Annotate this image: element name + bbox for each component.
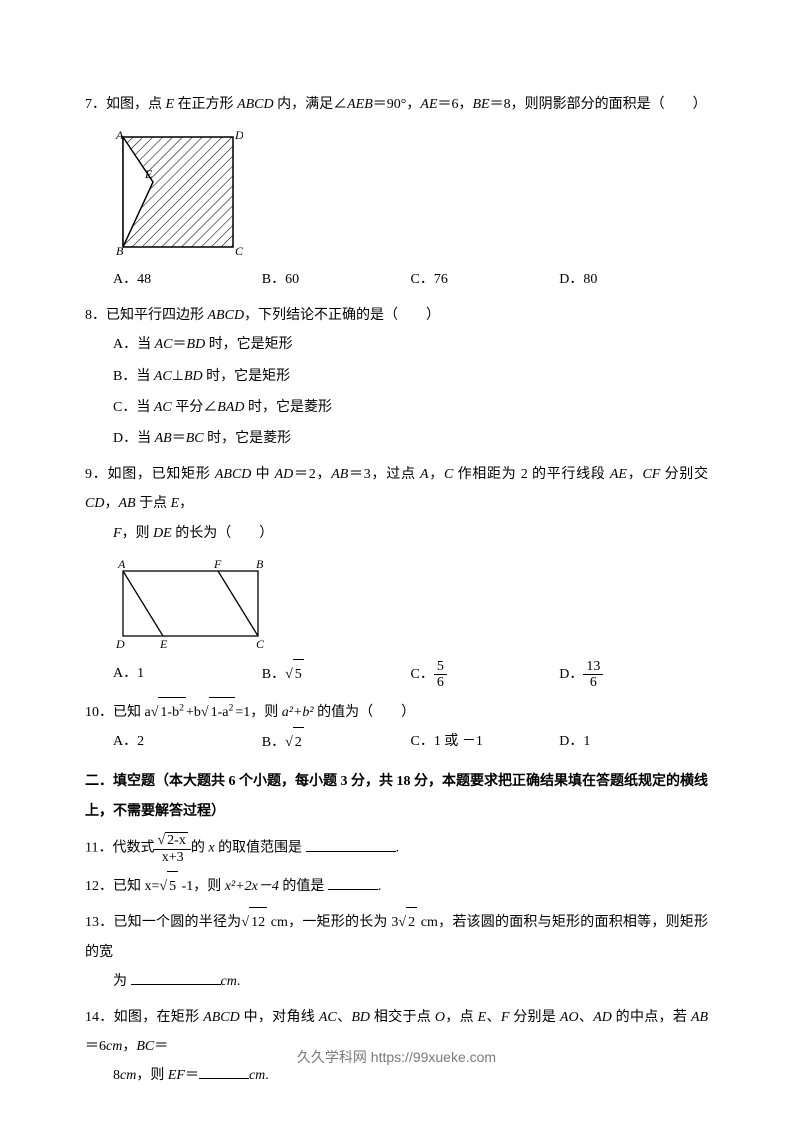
q13-blank — [131, 970, 221, 985]
q9-optC: C．56 — [411, 659, 560, 691]
q10-optD: D．1 — [559, 727, 708, 757]
q10-text: 10．已知 a√1-b2+b√1-a2=1，则 a²+b² 的值为（ ） — [85, 697, 708, 727]
q7-optD: D．80 — [559, 265, 708, 294]
q10-optB: B．√2 — [262, 727, 411, 757]
question-12: 12．已知 x=√5 -1，则 x²+2x－4 的值是 . — [85, 871, 708, 901]
q8-text: 8．已知平行四边形 ABCD，下列结论不正确的是（ ） — [85, 301, 708, 330]
q7-options: A．48 B．60 C．76 D．80 — [85, 265, 708, 294]
question-11: 11．代数式√2-xx+3的 x 的取值范围是 . — [85, 832, 708, 865]
section-2-title: 二．填空题（本大题共 6 个小题，每小题 3 分，共 18 分，本题要求把正确结… — [85, 767, 708, 826]
q10-optA: A．2 — [113, 727, 262, 757]
question-7: 7．如图，点 E 在正方形 ABCD 内，满足∠AEB＝90°，AE＝6，BE＝… — [85, 90, 708, 295]
q9-figure: A F B D E C — [113, 556, 708, 651]
svg-text:E: E — [144, 167, 153, 181]
q9-optB: B．√5 — [262, 659, 411, 691]
q7-optC: C．76 — [411, 265, 560, 294]
question-9: 9．如图，已知矩形 ABCD 中 AD＝2，AB＝3，过点 A，C 作相距为 2… — [85, 460, 708, 691]
svg-text:D: D — [115, 637, 125, 651]
q8-optD: D．当 AB＝BC 时，它是菱形 — [85, 424, 708, 453]
svg-text:C: C — [256, 637, 265, 651]
q12-blank — [328, 875, 378, 890]
svg-text:F: F — [213, 557, 222, 571]
svg-text:B: B — [256, 557, 264, 571]
q10-optC: C．1 或 －1 — [411, 727, 560, 757]
q9-optD: D．136 — [559, 659, 708, 691]
svg-text:A: A — [117, 557, 126, 571]
question-10: 10．已知 a√1-b2+b√1-a2=1，则 a²+b² 的值为（ ） A．2… — [85, 697, 708, 758]
q7-optB: B．60 — [262, 265, 411, 294]
q9-text-2: F，则 DE 的长为（ ） — [85, 519, 708, 548]
question-13: 13．已知一个圆的半径为√12 cm，一矩形的长为 3√2 cm，若该圆的面积与… — [85, 907, 708, 996]
svg-text:C: C — [235, 244, 243, 257]
q9-options: A．1 B．√5 C．56 D．136 — [85, 659, 708, 691]
q9-optA: A．1 — [113, 659, 262, 691]
q8-optA: A．当 AC＝BD 时，它是矩形 — [85, 330, 708, 359]
page-footer: 久久学科网 https://99xueke.com — [0, 1043, 793, 1072]
svg-text:E: E — [159, 637, 168, 651]
svg-text:A: A — [115, 128, 124, 142]
q10-options: A．2 B．√2 C．1 或 －1 D．1 — [85, 727, 708, 757]
q8-optC: C．当 AC 平分∠BAD 时，它是菱形 — [85, 393, 708, 422]
q8-optB: B．当 AC⊥BD 时，它是矩形 — [85, 362, 708, 391]
q11-blank — [306, 837, 396, 852]
svg-text:B: B — [116, 244, 124, 257]
q7-optA: A．48 — [113, 265, 262, 294]
svg-text:D: D — [234, 128, 243, 142]
q7-text: 7．如图，点 E 在正方形 ABCD 内，满足∠AEB＝90°，AE＝6，BE＝… — [85, 90, 708, 119]
q9-text: 9．如图，已知矩形 ABCD 中 AD＝2，AB＝3，过点 A，C 作相距为 2… — [85, 460, 708, 519]
question-8: 8．已知平行四边形 ABCD，下列结论不正确的是（ ） A．当 AC＝BD 时，… — [85, 301, 708, 454]
q7-figure: A D B C E — [113, 127, 708, 257]
